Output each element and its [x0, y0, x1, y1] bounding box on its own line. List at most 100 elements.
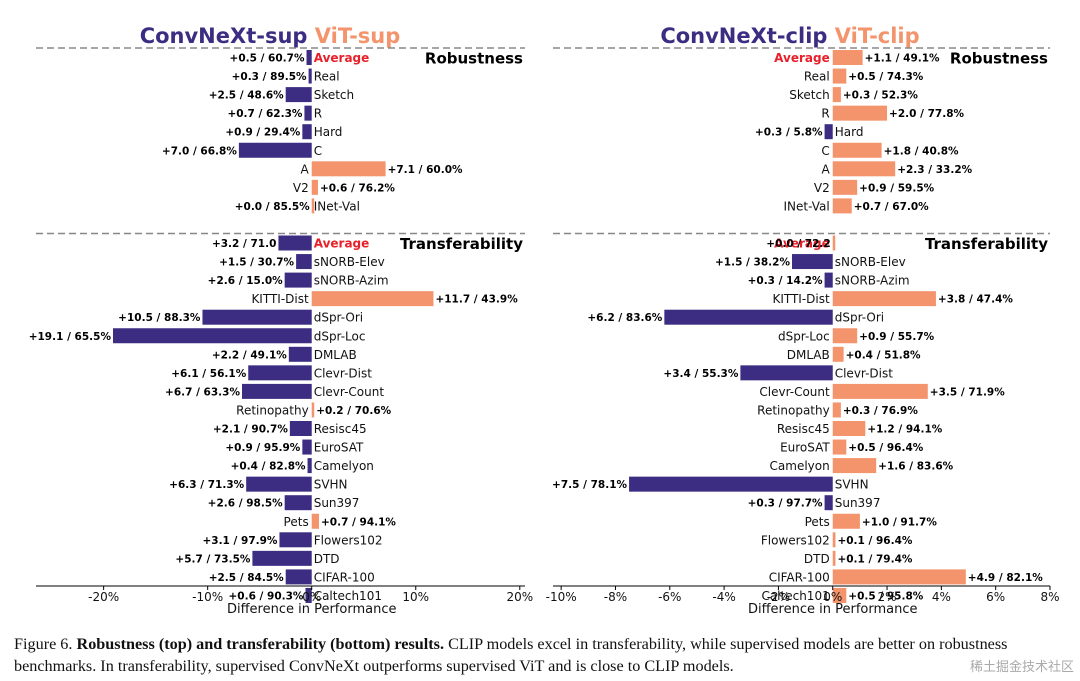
chart-supervised-transferability-svhn-label: SVHN: [314, 478, 348, 492]
chart-clip-robustness-v2-label: V2: [814, 181, 830, 195]
chart-supervised-transferability-dmlab-bar: [288, 346, 312, 362]
chart-supervised-robustness-sketch-value: +2.5 / 48.6%: [209, 90, 284, 102]
chart-supervised-transferability-pets-value: +0.7 / 94.1%: [321, 516, 396, 528]
chart-supervised-transferability-camelyon-label: Camelyon: [314, 459, 374, 473]
chart-clip-robustness-v2-bar: [832, 179, 858, 195]
chart-clip-robustness-inet-val-bar: [832, 198, 852, 214]
chart-supervised-xtick-label-2: 0%: [302, 590, 321, 604]
chart-supervised-transferability-dmlab-value: +2.2 / 49.1%: [212, 349, 287, 361]
chart-clip-transferability-snorb-azim-bar: [824, 272, 833, 288]
chart-supervised-transferability-sun397-value: +2.6 / 98.5%: [208, 498, 283, 510]
chart-supervised-title-right: ViT-sup: [307, 24, 400, 48]
chart-clip-transferability-average-value: +0.0 / 72.2: [766, 238, 830, 250]
chart-supervised-transferability-sun397-bar: [284, 495, 312, 511]
chart-clip-transferability-eurosat-value: +0.5 / 96.4%: [848, 442, 923, 454]
chart-clip-transferability-dspr-loc-bar: [832, 328, 858, 344]
chart-clip-title: ConvNeXt-clip ViT-clip: [660, 24, 919, 48]
chart-clip-transferability-clevr-count-label: Clevr-Count: [759, 385, 830, 399]
chart-clip-transferability-snorb-azim-label: sNORB-Azim: [835, 274, 910, 288]
chart-supervised-transferability-cifar-100-value: +2.5 / 84.5%: [209, 572, 284, 584]
chart-clip-robustness-sketch-label: Sketch: [789, 88, 829, 102]
chart-supervised-robustness-inet-val-label: INet-Val: [314, 199, 360, 213]
chart-clip-robustness-r-label: R: [821, 107, 829, 121]
chart-supervised-transferability-clevr-dist-value: +6.1 / 56.1%: [171, 368, 246, 380]
chart-supervised-transferability-dspr-ori-label: dSpr-Ori: [314, 311, 363, 325]
chart-supervised-transferability-cifar-100-label: CIFAR-100: [314, 570, 375, 584]
chart-supervised-transferability-clevr-count-label: Clevr-Count: [314, 385, 385, 399]
chart-clip-transferability-caltech101-label: Caltech101: [761, 589, 829, 603]
chart-supervised-robustness-inet-val-value: +0.0 / 85.5%: [235, 201, 310, 213]
chart-supervised-transferability-caltech101-value: +0.6 / 90.3%: [228, 590, 303, 602]
chart-clip-robustness-inet-val-value: +0.7 / 67.0%: [854, 201, 929, 213]
chart-supervised-transferability-retinopathy-label: Retinopathy: [236, 403, 309, 417]
chart-supervised-robustness-sketch-label: Sketch: [314, 88, 354, 102]
chart-supervised-robustness-average-bar: [306, 50, 312, 65]
chart-supervised-robustness-real-label: Real: [314, 70, 340, 84]
chart-clip-transferability-svhn-label: SVHN: [835, 478, 869, 492]
chart-clip-transferability-svhn-value: +7.5 / 78.1%: [552, 479, 627, 491]
chart-supervised-transferability-clevr-dist-label: Clevr-Dist: [314, 366, 373, 380]
chart-clip-xtick-label-6: 2%: [878, 590, 897, 604]
figure-caption: Figure 6. Robustness (top) and transfera…: [14, 633, 1072, 677]
chart-clip-transferability-dspr-loc-label: dSpr-Loc: [778, 329, 830, 343]
chart-clip-transferability-resisc45-label: Resisc45: [777, 422, 830, 436]
chart-clip-transferability-flowers102-value: +0.1 / 96.4%: [837, 535, 912, 547]
chart-clip-robustness-hard-label: Hard: [835, 125, 864, 139]
chart-supervised-transferability-kitti-dist-bar: [311, 291, 434, 307]
chart-supervised-transferability-eurosat-bar: [302, 439, 312, 455]
chart-clip-robustness-a-bar: [832, 161, 896, 177]
chart-supervised-transferability-dspr-loc-bar: [112, 328, 312, 344]
chart-supervised-transferability-average-value: +3.2 / 71.0: [212, 238, 276, 250]
watermark: 稀土掘金技术社区: [969, 660, 1074, 675]
chart-supervised-transferability-eurosat-value: +0.9 / 95.9%: [225, 442, 300, 454]
chart-clip-transferability-pets-bar: [832, 513, 860, 529]
chart-supervised-robustness-real-value: +0.3 / 89.5%: [232, 71, 307, 83]
chart-supervised-transferability-resisc45-value: +2.1 / 90.7%: [213, 424, 288, 436]
chart-supervised-transferability-eurosat-label: EuroSAT: [314, 441, 364, 455]
chart-clip-transferability-sun397-bar: [824, 495, 833, 511]
chart-clip-transferability-cifar-100-value: +4.9 / 82.1%: [968, 572, 1043, 584]
chart-clip-xlabel: Difference in Performance: [748, 602, 918, 617]
chart-supervised-robustness-a-label: A: [300, 162, 309, 176]
chart-supervised-transferability-svhn-bar: [246, 476, 312, 492]
chart-clip-section-title-robustness: Robustness: [950, 50, 1048, 68]
chart-supervised-transferability-kitti-dist-value: +11.7 / 43.9%: [435, 294, 518, 306]
chart-supervised-transferability-svhn-value: +6.3 / 71.3%: [169, 479, 244, 491]
chart-supervised-robustness-r-label: R: [314, 107, 322, 121]
chart-clip-robustness-average-value: +1.1 / 49.1%: [865, 53, 940, 65]
chart-supervised-transferability-dspr-loc-value: +19.1 / 65.5%: [29, 331, 112, 343]
chart-clip-robustness-real-value: +0.5 / 74.3%: [848, 71, 923, 83]
chart-clip-transferability-retinopathy-label: Retinopathy: [757, 403, 830, 417]
chart-clip-robustness-sketch-value: +0.3 / 52.3%: [843, 90, 918, 102]
chart-clip-transferability-snorb-azim-value: +0.3 / 14.2%: [748, 275, 823, 287]
figure-charts: ConvNeXt-sup ViT-supRobustnessAverage+0.…: [29, 24, 1060, 617]
chart-supervised-transferability-caltech101-label: Caltech101: [314, 589, 382, 603]
chart-clip-xtick-label-5: 0%: [823, 590, 842, 604]
chart-supervised-robustness-r-value: +0.7 / 62.3%: [227, 108, 302, 120]
chart-clip-robustness-v2-value: +0.9 / 59.5%: [859, 182, 934, 194]
chart-clip-transferability-dspr-ori-label: dSpr-Ori: [835, 311, 884, 325]
chart-clip-transferability-dtd-value: +0.1 / 79.4%: [837, 553, 912, 565]
chart-supervised-transferability-dmlab-label: DMLAB: [314, 348, 357, 362]
chart-supervised-transferability-retinopathy-bar: [311, 402, 315, 418]
chart-supervised-robustness-v2-bar: [311, 179, 318, 195]
chart-supervised-transferability-dtd-bar: [252, 550, 312, 566]
chart-clip-transferability-resisc45-bar: [832, 421, 866, 436]
chart-clip-title-left: ConvNeXt-clip: [660, 24, 827, 48]
chart-clip-transferability-pets-label: Pets: [805, 515, 830, 529]
chart-clip-transferability-snorb-elev-bar: [791, 254, 833, 270]
chart-clip-robustness-average-bar: [832, 50, 863, 65]
chart-clip-robustness-c-value: +1.8 / 40.8%: [884, 145, 959, 157]
chart-supervised-title-left: ConvNeXt-sup: [140, 24, 308, 48]
chart-supervised-transferability-flowers102-value: +3.1 / 97.9%: [202, 535, 277, 547]
chart-supervised-robustness-v2-label: V2: [293, 181, 309, 195]
chart-clip-transferability-sun397-value: +0.3 / 97.7%: [748, 498, 823, 510]
chart-supervised-transferability-dspr-ori-value: +10.5 / 88.3%: [118, 312, 201, 324]
chart-supervised-transferability-snorb-elev-label: sNORB-Elev: [314, 255, 385, 269]
chart-clip-transferability-sun397-label: Sun397: [835, 496, 881, 510]
chart-clip-xtick-label-7: 4%: [932, 590, 951, 604]
chart-clip-transferability-kitti-dist-value: +3.8 / 47.4%: [938, 294, 1013, 306]
chart-clip-transferability-average-label: Average: [774, 237, 830, 251]
chart-clip-section-title-transferability: Transferability: [925, 235, 1048, 253]
chart-clip-transferability-dtd-label: DTD: [804, 552, 830, 566]
